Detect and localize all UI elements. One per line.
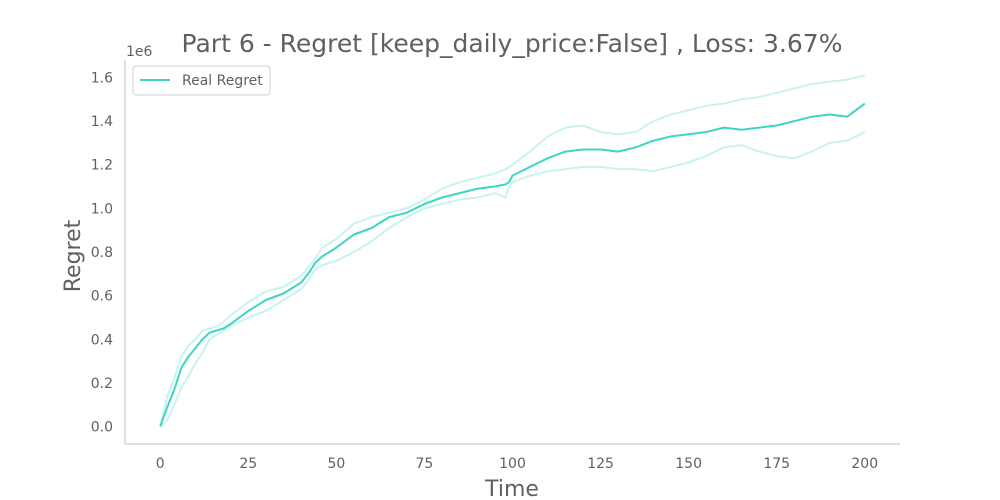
y-tick-label: 0.8 (91, 245, 113, 261)
x-tick-label: 0 (156, 456, 165, 472)
x-tick-label: 125 (587, 456, 614, 472)
x-tick-label: 175 (763, 456, 790, 472)
chart-title: Part 6 - Regret [keep_daily_price:False]… (182, 29, 843, 58)
y-tick-label: 1.6 (91, 70, 113, 86)
band-layer (159, 74, 866, 428)
x-axis-label: Time (484, 477, 539, 500)
band-lower-line (159, 131, 866, 428)
x-tick-label: 50 (327, 456, 345, 472)
y-axis-label: Regret (61, 219, 86, 292)
y-tick-label: 0.6 (91, 289, 113, 305)
y-tick-labels: 0.0 0.2 0.4 0.6 0.8 1.0 1.2 1.4 1.6 (91, 70, 113, 435)
legend-label-real-regret: Real Regret (182, 73, 263, 89)
x-tick-label: 200 (851, 456, 878, 472)
y-tick-label: 1.2 (91, 158, 113, 174)
legend: Real Regret (132, 65, 271, 96)
line-layer (159, 102, 866, 427)
y-tick-label: 0.2 (91, 376, 113, 392)
y-tick-label: 0.0 (91, 420, 113, 436)
y-offset-label: 1e6 (126, 44, 153, 60)
y-tick-label: 0.4 (91, 332, 113, 348)
series-line-real-regret (159, 102, 866, 427)
x-tick-label: 25 (239, 456, 257, 472)
x-tick-label: 75 (416, 456, 434, 472)
legend-box (132, 65, 271, 96)
band-upper-line (159, 74, 866, 427)
x-tick-label: 100 (499, 456, 526, 472)
y-tick-label: 1.0 (91, 201, 113, 217)
x-tick-label: 150 (675, 456, 702, 472)
y-tick-label: 1.4 (91, 114, 113, 130)
x-tick-labels: 0 25 50 75 100 125 150 175 200 (156, 456, 878, 472)
